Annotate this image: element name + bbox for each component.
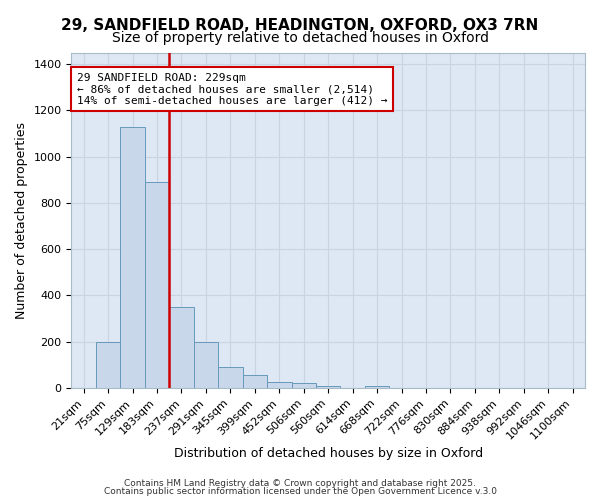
Text: Size of property relative to detached houses in Oxford: Size of property relative to detached ho… <box>112 31 488 45</box>
Bar <box>365 386 389 388</box>
Bar <box>267 382 292 388</box>
Y-axis label: Number of detached properties: Number of detached properties <box>15 122 28 318</box>
Bar <box>242 375 267 388</box>
Bar <box>194 342 218 388</box>
Bar <box>292 384 316 388</box>
X-axis label: Distribution of detached houses by size in Oxford: Distribution of detached houses by size … <box>173 447 483 460</box>
Bar <box>121 126 145 388</box>
Bar <box>316 386 340 388</box>
Text: Contains HM Land Registry data © Crown copyright and database right 2025.: Contains HM Land Registry data © Crown c… <box>124 478 476 488</box>
Text: 29 SANDFIELD ROAD: 229sqm
← 86% of detached houses are smaller (2,514)
14% of se: 29 SANDFIELD ROAD: 229sqm ← 86% of detac… <box>77 72 387 106</box>
Text: 29, SANDFIELD ROAD, HEADINGTON, OXFORD, OX3 7RN: 29, SANDFIELD ROAD, HEADINGTON, OXFORD, … <box>61 18 539 32</box>
Bar <box>169 307 194 388</box>
Bar <box>96 342 121 388</box>
Bar <box>218 367 242 388</box>
Text: Contains public sector information licensed under the Open Government Licence v.: Contains public sector information licen… <box>104 487 497 496</box>
Bar <box>145 182 169 388</box>
